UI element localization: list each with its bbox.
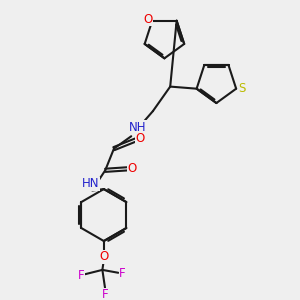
- Text: S: S: [238, 82, 246, 95]
- Text: O: O: [136, 132, 145, 145]
- Text: F: F: [102, 288, 109, 300]
- Text: O: O: [99, 250, 108, 263]
- Text: O: O: [143, 13, 152, 26]
- Text: O: O: [127, 162, 136, 176]
- Text: F: F: [77, 269, 84, 282]
- Text: F: F: [119, 267, 126, 280]
- Text: NH: NH: [129, 121, 146, 134]
- Text: HN: HN: [82, 177, 100, 190]
